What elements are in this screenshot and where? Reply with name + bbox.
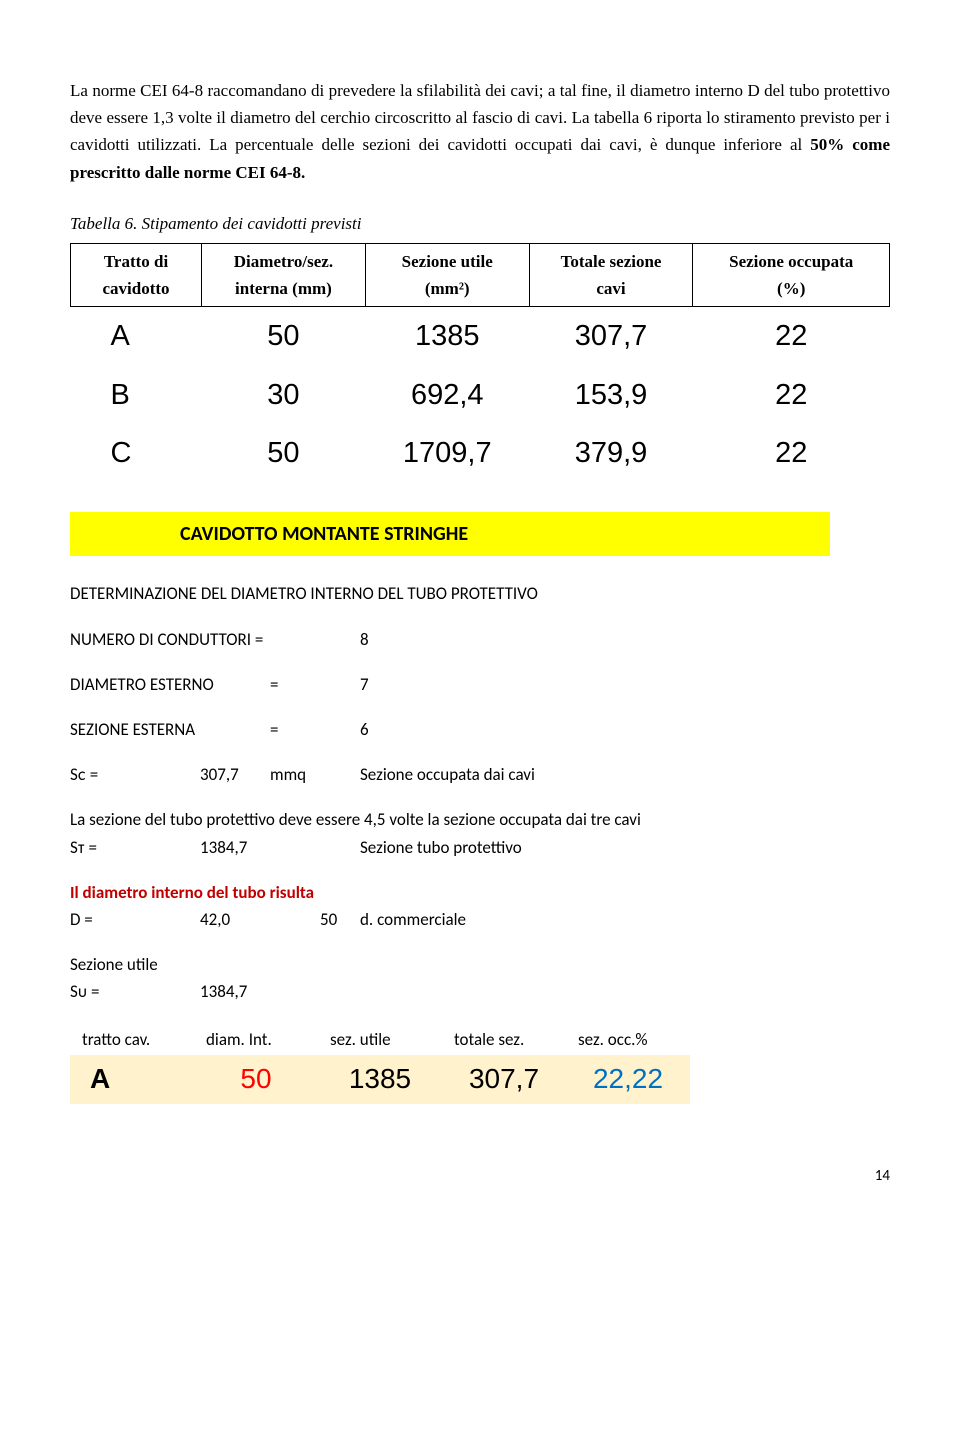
spec-row-sezione: SEZIONE ESTERNA = 6: [70, 716, 890, 743]
page-number: 14: [70, 1164, 890, 1188]
spec-row-sc: Sᴄ = 307,7 mmq Sezione occupata dai cavi: [70, 761, 890, 788]
table-row: C 50 1709,7 379,9 22: [71, 424, 890, 482]
spec-row-d: D = 42,0 50 d. commerciale: [70, 906, 890, 933]
table-row: B 30 692,4 153,9 22: [71, 366, 890, 424]
su-title: Sezione utile: [70, 951, 890, 978]
section-title: CAVIDOTTO MONTANTE STRINGHE: [70, 512, 830, 556]
table-row: A 50 1385 307,7 22: [71, 307, 890, 366]
spec-row-st: Sᴛ = 1384,7 Sezione tubo protettivo: [70, 834, 890, 861]
sentence-45: La sezione del tubo protettivo deve esse…: [70, 806, 890, 833]
summary-table: tratto cav. diam. Int. sez. utile totale…: [70, 1024, 690, 1104]
spec-row-conduttori: NUMERO DI CONDUTTORI = 8: [70, 626, 890, 653]
intro-paragraph: La norme CEI 64-8 raccomandano di preved…: [70, 77, 890, 186]
summary-row: A 50 1385 307,7 22,22: [70, 1055, 690, 1104]
diam-title: Il diametro interno del tubo risulta: [70, 879, 890, 906]
spec-row-diametro: DIAMETRO ESTERNO = 7: [70, 671, 890, 698]
spec-row-su: Sᴜ = 1384,7: [70, 978, 890, 1005]
cavidotti-table: Tratto dicavidotto Diametro/sez.interna …: [70, 243, 890, 483]
summary-header: tratto cav. diam. Int. sez. utile totale…: [70, 1024, 690, 1055]
paragraph-text: La norme CEI 64-8 raccomandano di preved…: [70, 81, 890, 154]
table-caption: Tabella 6. Stipamento dei cavidotti prev…: [70, 210, 890, 237]
det-title: DETERMINAZIONE DEL DIAMETRO INTERNO DEL …: [70, 580, 890, 607]
